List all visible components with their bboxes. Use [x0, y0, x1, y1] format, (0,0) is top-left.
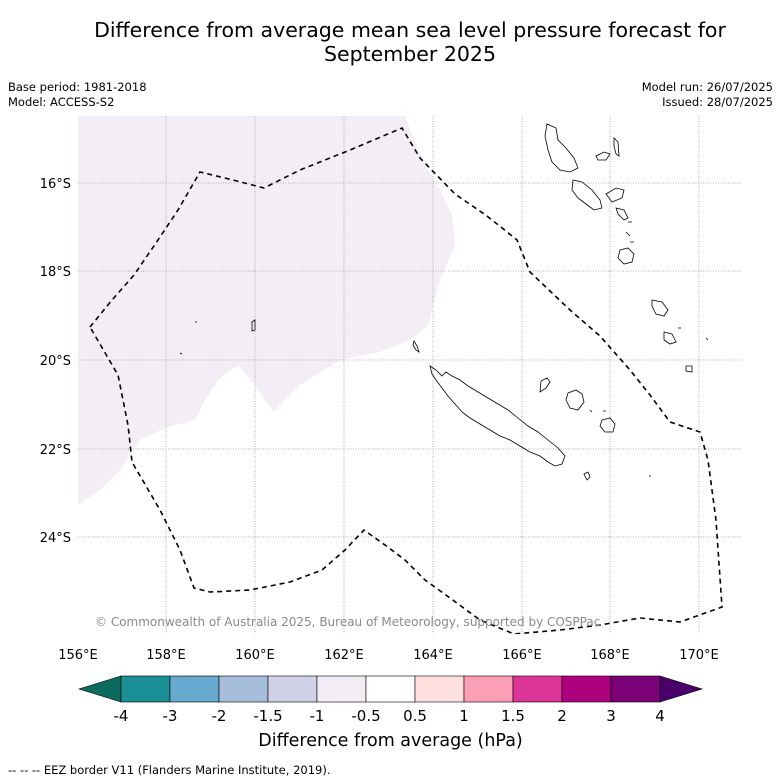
lat-tick-label: 18°S — [40, 265, 71, 280]
anomaly-region-shading — [78, 116, 455, 505]
lat-tick-labels: 16°S 18°S 20°S 22°S 24°S — [40, 177, 71, 546]
lon-tick-label: 166°E — [502, 648, 542, 663]
colorbar-swatch — [120, 675, 171, 703]
colorbar-tick-label: -1.5 — [253, 707, 282, 725]
colorbar-tick-labels: -4 -3 -2 -1.5 -1 -0.5 0.5 1 1.5 2 3 4 — [114, 707, 665, 725]
ile-des-pins — [583, 471, 591, 481]
new-caledonia-grande-terre — [429, 365, 566, 467]
tanna — [663, 331, 677, 345]
colorbar-tick-label: 3 — [606, 707, 616, 725]
lon-tick-label: 162°E — [324, 648, 364, 663]
lat-tick-label: 22°S — [40, 443, 71, 458]
mare — [599, 417, 616, 433]
base-period: Base period: 1981-2018 — [8, 80, 147, 94]
issued-date: Issued: 28/07/2025 — [662, 95, 773, 109]
title-line-1: Difference from average mean sea level p… — [94, 18, 726, 42]
colorbar-tick-label: -4 — [114, 707, 129, 725]
lon-tick-label: 156°E — [58, 648, 98, 663]
colorbar-swatch — [414, 675, 465, 703]
colorbar-swatch — [610, 675, 661, 703]
loyalty-small-islets — [589, 409, 606, 413]
lat-tick-label: 20°S — [40, 354, 71, 369]
colorbar-tick-label: 4 — [655, 707, 665, 725]
colorbar-tick-label: 2 — [557, 707, 567, 725]
meta-right: Model run: 26/07/2025 Issued: 28/07/2025 — [642, 80, 773, 110]
colorbar-tick-label: -2 — [212, 707, 227, 725]
colorbar — [77, 675, 704, 703]
belep-islands — [412, 339, 420, 353]
gridlines — [78, 116, 743, 634]
lon-tick-labels: 156°E 158°E 160°E 162°E 164°E 166°E 168°… — [58, 648, 719, 663]
erromango — [651, 299, 669, 317]
model-run: Model run: 26/07/2025 — [641, 80, 773, 94]
map-panel: © Commonwealth of Australia 2025, Bureau… — [78, 116, 743, 634]
malekula — [571, 179, 603, 211]
tiny-islet-1 — [251, 319, 256, 332]
lon-tick-label: 170°E — [679, 648, 719, 663]
futuna — [705, 337, 709, 341]
eez-footnote: -- -- -- EEZ border V11 (Flanders Marine… — [8, 763, 331, 777]
colorbar-tick-label: -0.5 — [351, 707, 380, 725]
map-title: Difference from average mean sea level p… — [40, 18, 780, 66]
copyright-notice: © Commonwealth of Australia 2025, Bureau… — [95, 615, 600, 629]
colorbar-tick-label: 1 — [459, 707, 469, 725]
lon-tick-label: 164°E — [413, 648, 453, 663]
small-vanuatu-islands — [625, 221, 634, 243]
meta-left: Base period: 1981-2018 Model: ACCESS-S2 — [8, 80, 147, 110]
colorbar-swatch — [169, 675, 220, 703]
ambae — [595, 151, 611, 161]
maewo — [613, 137, 620, 157]
title-line-2: September 2025 — [324, 42, 496, 66]
colorbar-swatch — [316, 675, 367, 703]
ouvea — [539, 377, 551, 393]
lon-tick-label: 160°E — [235, 648, 275, 663]
lifou — [565, 389, 585, 411]
lon-tick-label: 158°E — [146, 648, 186, 663]
pentecost — [605, 187, 625, 203]
colorbar-swatch — [365, 675, 416, 703]
tiny-islet-3 — [179, 352, 183, 355]
epi-shepherd — [615, 207, 629, 221]
colorbar-tick-label: 1.5 — [501, 707, 525, 725]
colorbar-swatch — [463, 675, 514, 703]
colorbar-tick-label: -1 — [310, 707, 325, 725]
aneityum — [685, 365, 693, 373]
colorbar-swatch — [267, 675, 318, 703]
colorbar-swatch — [512, 675, 563, 703]
colorbar-swatch — [218, 675, 269, 703]
lat-tick-label: 16°S — [40, 177, 71, 192]
model-name: Model: ACCESS-S2 — [8, 95, 115, 109]
colorbar-tick-label: 0.5 — [403, 707, 427, 725]
eez-border — [89, 126, 723, 634]
colorbar-title: Difference from average (hPa) — [258, 731, 523, 751]
colorbar-swatch — [561, 675, 612, 703]
efate — [617, 247, 635, 265]
lon-tick-label: 168°E — [590, 648, 630, 663]
coastlines — [179, 123, 709, 481]
colorbar-extension-low — [77, 675, 122, 703]
colorbar-extension-high — [659, 675, 704, 703]
colorbar-tick-label: -3 — [163, 707, 178, 725]
espiritu-santo — [544, 123, 579, 173]
lat-tick-label: 24°S — [40, 531, 71, 546]
